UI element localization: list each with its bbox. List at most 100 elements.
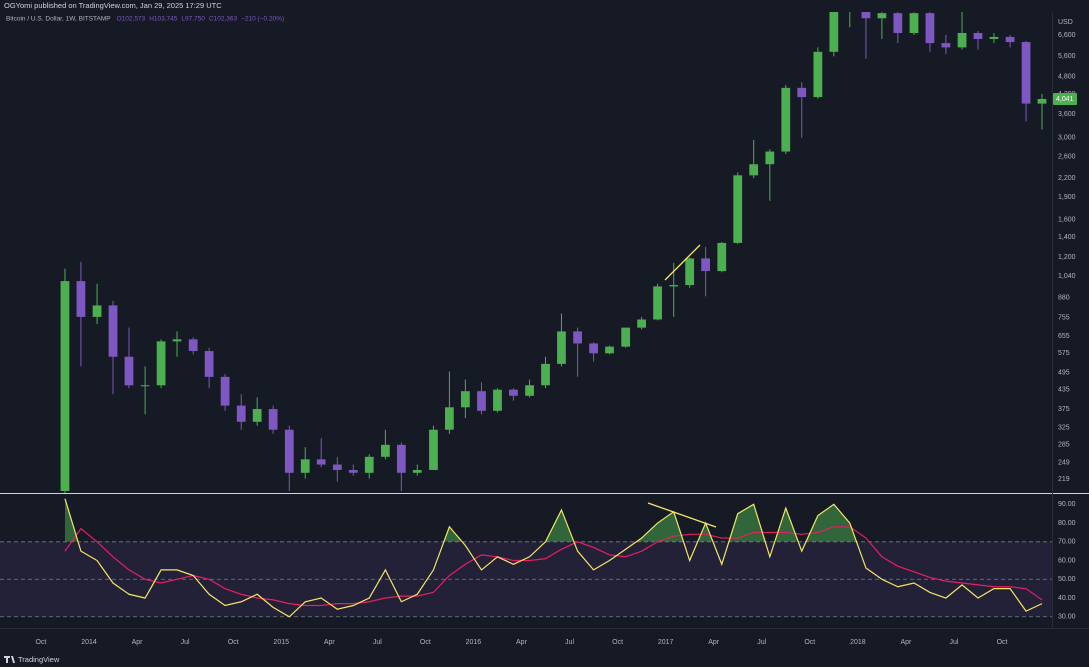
y-tick-label: 3,000 [1058,135,1076,142]
candle-body [621,327,631,347]
last-price-label: 4,041 [1056,96,1074,103]
candle-body [108,305,118,357]
legend-ohlc: C102,363 [209,16,238,23]
y-tick-label: 40.00 [1058,595,1076,602]
y-tick-label: 50.00 [1058,576,1076,583]
overbought-fill [64,498,1042,542]
candle-body [589,343,598,354]
candle-body [188,339,198,352]
y-tick-label: 2,600 [1058,153,1076,160]
y-tick-label: 655 [1058,333,1070,340]
candle-body [829,12,839,52]
x-tick-label: Jul [757,639,766,646]
y-tick-label: 1,040 [1058,273,1076,280]
legend-ohlc: −210 (−0.20%) [241,16,284,23]
candle-body [172,339,182,342]
candle-body [60,281,70,492]
y-tick-label: 575 [1058,350,1070,357]
candle-body [813,51,823,98]
candle-body [268,409,278,430]
y-tick-label: 80.00 [1058,520,1076,527]
candle-body [124,356,134,386]
x-tick-label: Apr [516,639,528,646]
candle-body [429,429,438,470]
candle-body [1021,42,1031,104]
x-tick-label: 2014 [81,639,97,646]
candle-body [364,456,374,473]
axis-unit: USD [1058,19,1073,26]
candle-body [573,331,582,344]
candle-body [733,175,743,243]
candle-body [509,389,518,396]
y-tick-label: 2,200 [1058,175,1076,182]
y-tick-label: 60.00 [1058,557,1076,564]
candle-body [861,12,871,19]
y-tick-label: 70.00 [1058,539,1076,546]
candle-body [653,286,662,320]
candle-body [316,459,326,465]
rsi-ma-line [64,526,1043,607]
y-tick-label: 90.00 [1058,501,1076,508]
candle-body [236,405,246,422]
x-tick-label: Oct [997,639,1008,646]
candle-body [701,258,711,272]
rsi-line [64,498,1043,618]
x-tick-label: Oct [612,639,623,646]
x-tick-label: Apr [132,639,144,646]
legend-ohlc: H103,745 [149,16,178,23]
x-tick-label: 2016 [466,639,482,646]
y-tick-label: 325 [1058,425,1070,432]
y-tick-label: 435 [1058,387,1070,394]
price-pane [60,12,1047,493]
candle-body [92,305,102,317]
candle-body [477,391,486,411]
x-tick-label: Jul [565,639,574,646]
y-tick-label: 4,800 [1058,73,1076,80]
candle-body [637,319,647,328]
candle-body [76,281,86,317]
candle-body [300,459,310,473]
candle-body [445,407,454,430]
candle-body [348,469,358,473]
last-price-marker [1053,92,1077,105]
candle-body [284,429,294,473]
y-tick-label: 30.00 [1058,614,1076,621]
x-tick-label: Apr [708,639,720,646]
candle-body [252,409,262,422]
y-tick-label: 219 [1058,476,1070,483]
candle-body [140,385,150,387]
symbol-title: Bitcoin / U.S. Dollar, 1W, BITSTAMP [6,16,111,23]
y-tick-label: 1,400 [1058,234,1076,241]
candle-body [925,13,935,44]
candle-body [957,32,967,48]
x-tick-label: Oct [804,639,815,646]
x-tick-label: Apr [900,639,912,646]
y-tick-label: 1,200 [1058,254,1076,261]
y-tick-label: 3,600 [1058,111,1076,118]
x-tick-label: Jul [181,639,190,646]
candle-body [989,36,999,39]
x-tick-label: Oct [35,639,46,646]
y-tick-label: 880 [1058,295,1070,302]
y-tick-label: 1,600 [1058,217,1076,224]
legend-ohlc: L97,750 [181,16,205,23]
candle-body [605,346,614,354]
legend-ohlc: O102,573 [117,16,146,23]
y-tick-label: 375 [1058,406,1070,413]
candle-body [877,13,887,19]
candle-body [525,385,534,396]
candle-body [893,13,903,33]
candle-body [685,258,695,286]
candle-body [669,285,679,287]
candle-body [781,87,791,152]
y-tick-label: 5,600 [1058,53,1076,60]
rsi-pane [0,498,1052,618]
x-tick-label: 2017 [658,639,674,646]
x-tick-label: Oct [228,639,239,646]
y-tick-label: 6,600 [1058,32,1076,39]
x-tick-label: Jul [373,639,382,646]
candle-body [332,464,342,470]
y-tick-label: 1,900 [1058,194,1076,201]
